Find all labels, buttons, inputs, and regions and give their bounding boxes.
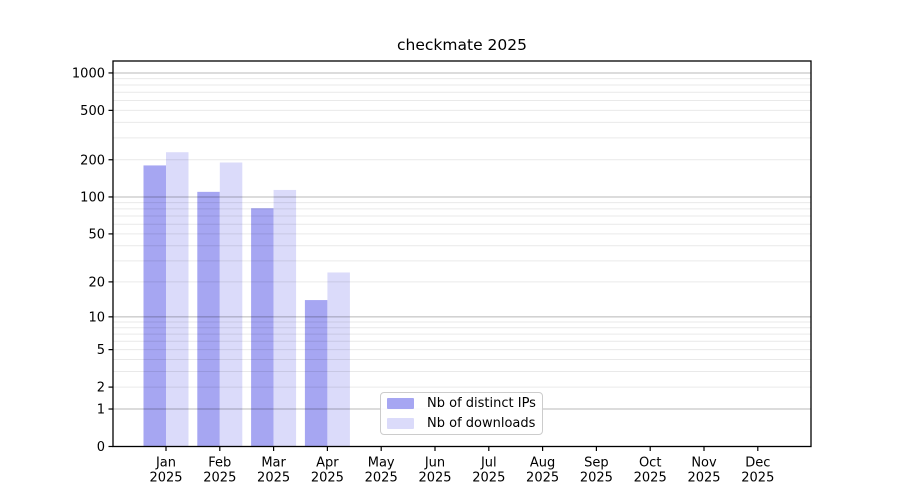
y-tick-label: 10 [88, 310, 105, 325]
x-tick-label-year: 2025 [580, 471, 613, 486]
legend-swatch-distinct-ips [387, 398, 414, 409]
legend-swatch-downloads [387, 418, 414, 429]
y-tick-label: 2 [97, 381, 105, 396]
y-tick-label: 1 [97, 403, 105, 418]
plot-frame [112, 60, 812, 448]
x-tick-label-month: Jan [155, 456, 176, 471]
x-tick-label-month: Mar [261, 456, 286, 471]
bar-jan-downloads [166, 152, 189, 447]
legend-row-downloads: Nb of downloads [387, 416, 542, 431]
y-tick-label: 50 [88, 227, 105, 242]
x-tick-label-month: Apr [316, 456, 339, 471]
x-tick-label-month: Aug [530, 456, 555, 471]
x-tick-label-month: Nov [691, 456, 717, 471]
x-tick-label-year: 2025 [149, 471, 182, 486]
y-tick-label: 200 [80, 153, 105, 168]
bar-feb-downloads [219, 162, 243, 447]
x-tick-label-year: 2025 [526, 471, 559, 486]
x-tick-label-month: Feb [208, 456, 231, 471]
bar-feb-distinct-ips [197, 191, 220, 447]
y-tick-label: 1000 [72, 66, 105, 81]
x-tick-label-month: Jun [424, 456, 445, 471]
x-tick-label-month: Sep [584, 456, 609, 471]
x-tick-label-year: 2025 [687, 471, 720, 486]
legend-row-distinct-ips: Nb of distinct IPs [387, 396, 542, 411]
legend-label-distinct-ips: Nb of distinct IPs [427, 396, 536, 411]
x-tick-label-year: 2025 [741, 471, 774, 486]
y-tick-label: 100 [80, 190, 105, 205]
x-tick-label-month: May [368, 456, 395, 471]
y-tick-label: 20 [88, 275, 105, 290]
bar-jan-distinct-ips [143, 165, 166, 447]
bar-mar-distinct-ips [251, 208, 274, 447]
y-tick-label: 0 [97, 440, 105, 455]
x-tick-label-year: 2025 [634, 471, 667, 486]
chart-title: checkmate 2025 [397, 36, 527, 54]
x-tick-label-month: Jul [480, 456, 497, 471]
x-tick-label-year: 2025 [472, 471, 505, 486]
x-tick-label-month: Oct [639, 456, 661, 471]
x-tick-label-year: 2025 [418, 471, 451, 486]
x-tick-label-year: 2025 [203, 471, 236, 486]
x-tick-label-year: 2025 [311, 471, 344, 486]
legend: Nb of distinct IPs Nb of downloads [380, 392, 543, 435]
bar-apr-distinct-ips [304, 300, 328, 447]
x-tick-label-year: 2025 [257, 471, 290, 486]
y-tick-label: 5 [97, 343, 105, 358]
legend-label-downloads: Nb of downloads [427, 416, 536, 431]
y-tick-label: 500 [80, 104, 105, 119]
bar-apr-downloads [327, 272, 350, 447]
bar-mar-downloads [273, 189, 297, 447]
x-tick-label-year: 2025 [365, 471, 398, 486]
x-tick-label-month: Dec [745, 456, 770, 471]
